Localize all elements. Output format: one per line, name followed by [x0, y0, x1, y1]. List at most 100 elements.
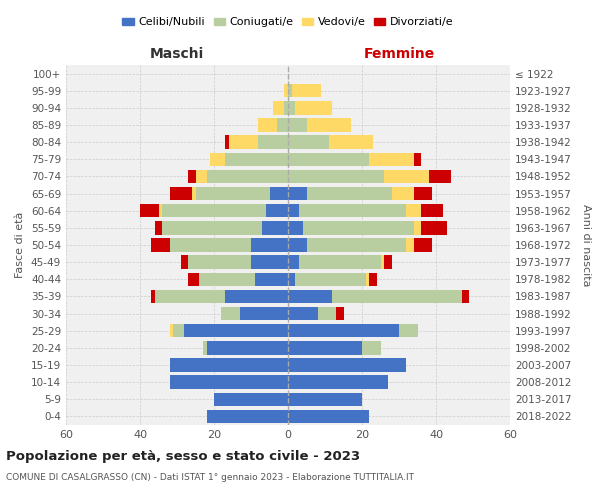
- Bar: [288, 170, 384, 183]
- Bar: [288, 204, 299, 218]
- Bar: [406, 238, 414, 252]
- Text: Maschi: Maschi: [150, 48, 204, 62]
- Bar: [288, 238, 307, 252]
- Bar: [288, 256, 299, 269]
- Bar: [151, 290, 155, 303]
- Y-axis label: Fasce di età: Fasce di età: [16, 212, 25, 278]
- Bar: [184, 324, 288, 338]
- Bar: [259, 136, 288, 149]
- Bar: [384, 170, 428, 183]
- Bar: [303, 221, 414, 234]
- Bar: [155, 290, 225, 303]
- Bar: [206, 410, 288, 423]
- Bar: [295, 101, 332, 114]
- Bar: [210, 152, 225, 166]
- Bar: [307, 118, 351, 132]
- Bar: [225, 136, 229, 149]
- Bar: [421, 221, 447, 234]
- Bar: [295, 272, 366, 286]
- Bar: [196, 187, 269, 200]
- Bar: [140, 204, 158, 218]
- Bar: [299, 256, 380, 269]
- Bar: [170, 324, 173, 338]
- Bar: [273, 101, 284, 114]
- Bar: [288, 84, 292, 98]
- Bar: [151, 238, 170, 252]
- Bar: [188, 272, 199, 286]
- Bar: [225, 152, 288, 166]
- Bar: [203, 341, 206, 354]
- Bar: [288, 272, 295, 286]
- Bar: [329, 136, 373, 149]
- Bar: [284, 101, 288, 114]
- Bar: [221, 307, 240, 320]
- Bar: [251, 238, 288, 252]
- Bar: [266, 204, 288, 218]
- Bar: [288, 324, 399, 338]
- Bar: [288, 307, 317, 320]
- Bar: [370, 272, 377, 286]
- Text: COMUNE DI CASALGRASSO (CN) - Dati ISTAT 1° gennaio 2023 - Elaborazione TUTTITALI: COMUNE DI CASALGRASSO (CN) - Dati ISTAT …: [6, 472, 414, 482]
- Y-axis label: Anni di nascita: Anni di nascita: [581, 204, 591, 286]
- Bar: [229, 136, 259, 149]
- Bar: [332, 290, 462, 303]
- Bar: [269, 187, 288, 200]
- Bar: [288, 341, 362, 354]
- Bar: [406, 204, 421, 218]
- Bar: [366, 272, 370, 286]
- Bar: [254, 272, 288, 286]
- Bar: [370, 152, 414, 166]
- Bar: [288, 290, 332, 303]
- Text: Popolazione per età, sesso e stato civile - 2023: Popolazione per età, sesso e stato civil…: [6, 450, 360, 463]
- Bar: [392, 187, 414, 200]
- Bar: [199, 272, 254, 286]
- Bar: [384, 256, 392, 269]
- Bar: [292, 84, 322, 98]
- Bar: [170, 238, 251, 252]
- Bar: [288, 358, 406, 372]
- Bar: [284, 84, 288, 98]
- Bar: [307, 187, 392, 200]
- Bar: [399, 324, 418, 338]
- Bar: [262, 221, 288, 234]
- Bar: [414, 238, 432, 252]
- Bar: [206, 341, 288, 354]
- Bar: [336, 307, 343, 320]
- Bar: [362, 341, 380, 354]
- Bar: [181, 256, 188, 269]
- Bar: [155, 221, 162, 234]
- Bar: [288, 221, 303, 234]
- Bar: [288, 152, 370, 166]
- Bar: [288, 101, 295, 114]
- Bar: [414, 221, 421, 234]
- Bar: [188, 256, 251, 269]
- Bar: [196, 170, 206, 183]
- Bar: [288, 118, 307, 132]
- Bar: [170, 187, 192, 200]
- Bar: [259, 118, 277, 132]
- Bar: [192, 187, 196, 200]
- Bar: [170, 358, 288, 372]
- Bar: [206, 170, 288, 183]
- Bar: [240, 307, 288, 320]
- Bar: [173, 324, 184, 338]
- Bar: [162, 221, 262, 234]
- Bar: [317, 307, 336, 320]
- Text: Femmine: Femmine: [364, 48, 434, 62]
- Bar: [288, 392, 362, 406]
- Bar: [225, 290, 288, 303]
- Bar: [462, 290, 469, 303]
- Bar: [380, 256, 384, 269]
- Bar: [288, 187, 307, 200]
- Bar: [288, 136, 329, 149]
- Bar: [428, 170, 451, 183]
- Bar: [277, 118, 288, 132]
- Bar: [158, 204, 162, 218]
- Bar: [299, 204, 406, 218]
- Bar: [288, 410, 370, 423]
- Bar: [251, 256, 288, 269]
- Bar: [414, 152, 421, 166]
- Bar: [170, 376, 288, 389]
- Bar: [307, 238, 406, 252]
- Bar: [162, 204, 266, 218]
